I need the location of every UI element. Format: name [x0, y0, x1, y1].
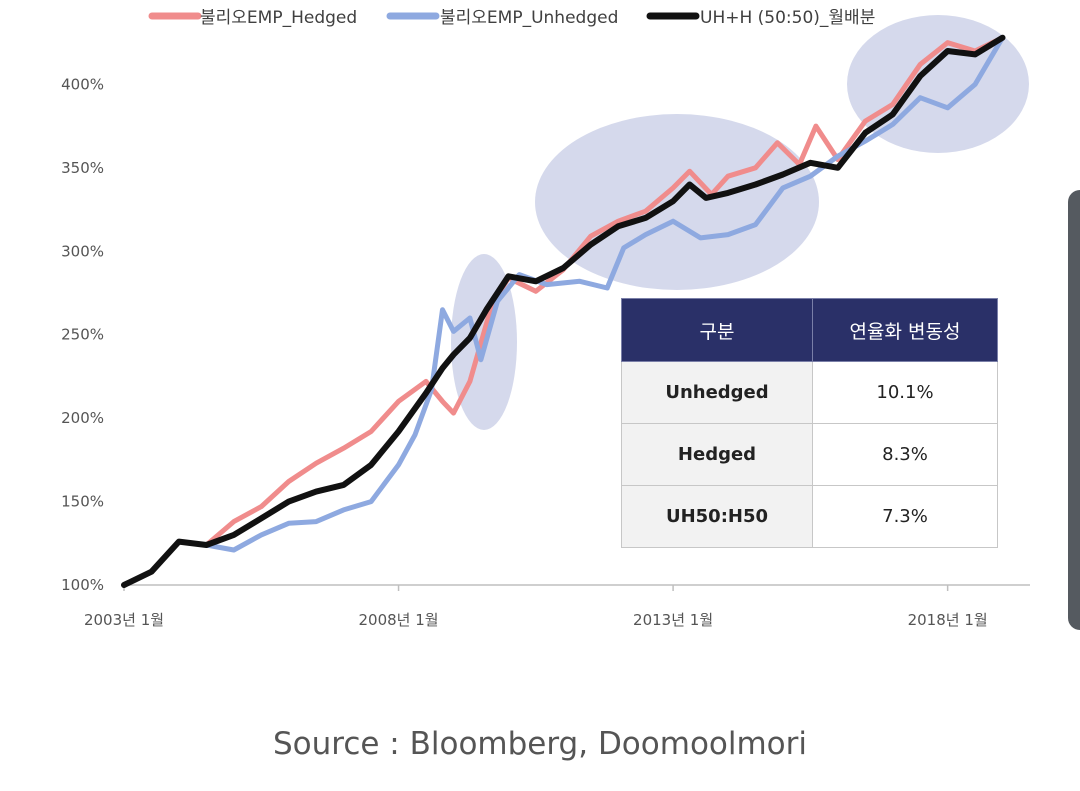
source-caption: Source : Bloomberg, Doomoolmori [272, 726, 808, 762]
y-tick-label: 150% [61, 493, 104, 511]
x-tick-label: 2008년 1월 [358, 611, 438, 629]
edge-panel-handle[interactable] [1068, 190, 1080, 630]
series-lines [121, 34, 1006, 588]
table-row: Unhedged 10.1% [621, 361, 998, 424]
y-tick-label: 200% [61, 409, 104, 427]
highlight-region [535, 114, 819, 290]
table-header-volatility: 연율화 변동성 [812, 298, 998, 362]
x-tick-label: 2013년 1월 [633, 611, 713, 629]
y-tick-label: 250% [61, 326, 104, 344]
table-cell-category: Hedged [621, 423, 813, 486]
table-header-category: 구분 [621, 298, 813, 362]
series-line-unhedged [121, 35, 1005, 588]
axes: 2003년 1월 2008년 1월 2013년 1월 2018년 1월 100% 150%… [61, 75, 1030, 629]
y-tick-label: 350% [61, 159, 104, 177]
legend-entry: 불리오EMP_Unhedged [386, 8, 618, 28]
legend: 불리오EMP_Hedged 불리오EMP_Unhedged UH+H (50:5… [148, 8, 875, 28]
x-tick-label: 2003년 1월 [84, 611, 164, 629]
legend-label-mix: UH+H (50:50)_월배분 [700, 8, 875, 28]
table-cell-category: UH50:H50 [621, 485, 813, 548]
table-cell-value: 8.3% [812, 423, 998, 486]
y-tick-label: 400% [61, 75, 104, 93]
x-tick-label: 2018년 1월 [908, 611, 988, 629]
chart: 불리오EMP_Hedged 불리오EMP_Unhedged UH+H (50:5… [61, 8, 1030, 629]
table-row: UH50:H50 7.3% [621, 485, 998, 548]
series-line-mix [121, 34, 1006, 588]
legend-label-hedged: 불리오EMP_Hedged [200, 8, 357, 28]
table-header-row: 구분 연율화 변동성 [621, 298, 998, 362]
table-row: Hedged 8.3% [621, 423, 998, 486]
table-cell-value: 10.1% [812, 361, 998, 424]
legend-label-unhedged: 불리오EMP_Unhedged [440, 8, 618, 28]
legend-entry: UH+H (50:50)_월배분 [646, 8, 875, 28]
y-tick-label: 100% [61, 576, 104, 594]
table-cell-value: 7.3% [812, 485, 998, 548]
y-tick-label: 300% [61, 242, 104, 260]
legend-entry: 불리오EMP_Hedged [148, 8, 357, 28]
volatility-table: 구분 연율화 변동성 Unhedged 10.1% Hedged 8.3% UH… [621, 298, 998, 548]
table-cell-category: Unhedged [621, 361, 813, 424]
